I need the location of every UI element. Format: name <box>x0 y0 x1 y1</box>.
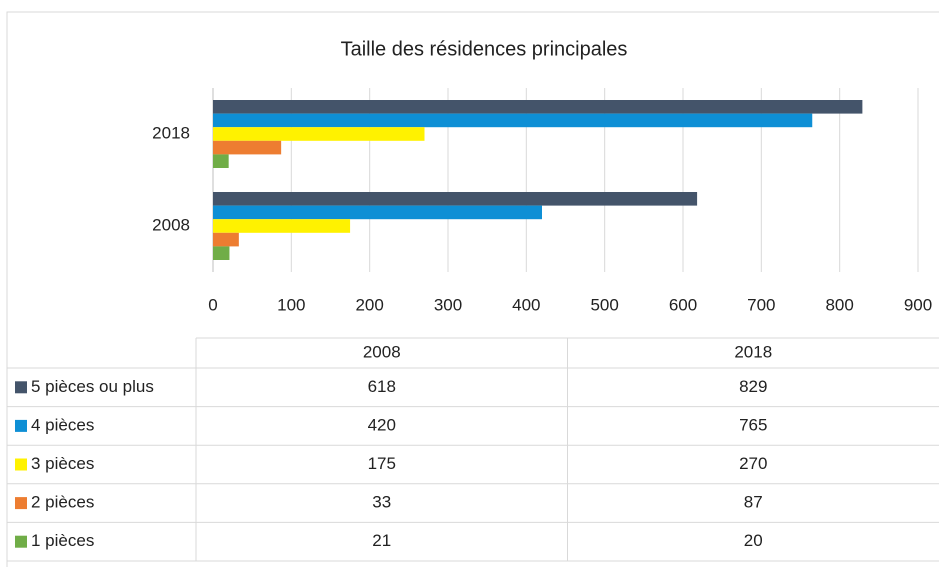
x-tick-label: 700 <box>747 295 775 314</box>
legend-swatch <box>15 497 27 509</box>
table-value: 420 <box>368 415 396 434</box>
legend-swatch <box>15 420 27 432</box>
x-tick-label: 600 <box>669 295 697 314</box>
legend-swatch <box>15 381 27 393</box>
table-value: 20 <box>744 531 763 550</box>
chart: Taille des résidences principales 0 100 20… <box>0 0 939 567</box>
chart-title: Taille des résidences principales <box>341 38 628 60</box>
x-tick-label: 400 <box>512 295 540 314</box>
y-tick-label: 2008 <box>152 215 190 234</box>
legend-swatch <box>15 459 27 471</box>
x-tick-label: 300 <box>434 295 462 314</box>
legend-label: 2 pièces <box>31 493 94 512</box>
table-value: 618 <box>368 377 396 396</box>
bar <box>213 206 542 220</box>
legend-label: 4 pièces <box>31 415 94 434</box>
table-header: 2018 <box>734 342 772 361</box>
legend-label: 5 pièces ou plus <box>31 377 154 396</box>
table-value: 87 <box>744 493 763 512</box>
x-tick-label: 500 <box>590 295 618 314</box>
table-value: 765 <box>739 415 767 434</box>
table-value: 270 <box>739 454 767 473</box>
table-value: 33 <box>372 493 391 512</box>
x-tick-label: 200 <box>355 295 383 314</box>
bar <box>213 114 812 128</box>
x-tick-label: 900 <box>904 295 932 314</box>
bar <box>213 141 281 155</box>
table-value: 829 <box>739 377 767 396</box>
bar <box>213 233 239 247</box>
x-tick-label: 0 <box>208 295 217 314</box>
bar <box>213 246 229 260</box>
bar <box>213 192 697 206</box>
legend-label: 1 pièces <box>31 531 94 550</box>
bar <box>213 219 350 233</box>
bar <box>213 127 425 141</box>
table-header: 2008 <box>363 342 401 361</box>
y-tick-label: 2018 <box>152 123 190 142</box>
table-value: 175 <box>368 454 396 473</box>
legend-swatch <box>15 536 27 548</box>
x-tick-label: 100 <box>277 295 305 314</box>
bar <box>213 154 229 168</box>
bar <box>213 100 862 114</box>
legend-label: 3 pièces <box>31 454 94 473</box>
table-value: 21 <box>372 531 391 550</box>
x-tick-label: 800 <box>825 295 853 314</box>
